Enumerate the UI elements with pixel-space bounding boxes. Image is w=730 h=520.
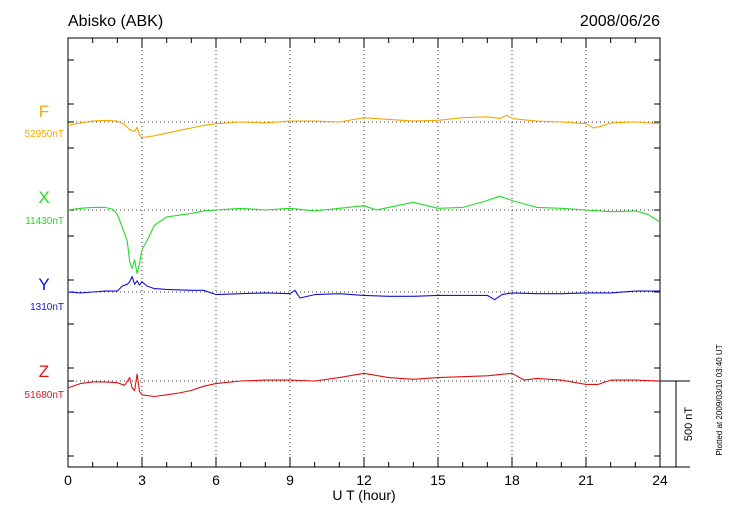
x-tick-label: 18 — [504, 472, 520, 488]
scale-bar: 500 nT — [660, 380, 695, 468]
x-tick-label: 0 — [64, 472, 72, 488]
grid-lines — [68, 38, 660, 467]
series-name-z: Z — [39, 362, 49, 381]
x-tick-label: 6 — [212, 472, 220, 488]
series-baseline-z: 51680nT — [25, 390, 64, 401]
series-line-z — [67, 372, 661, 398]
x-tick-label: 21 — [578, 472, 594, 488]
x-axis-label: U T (hour) — [332, 487, 395, 503]
station-title: Abisko (ABK) — [68, 13, 163, 30]
date-title: 2008/06/26 — [580, 13, 660, 30]
x-tick-label: 24 — [652, 472, 668, 488]
scale-bar-label: 500 nT — [683, 407, 695, 442]
series-line-y — [67, 275, 660, 301]
series-name-x: X — [38, 188, 49, 207]
x-tick-label: 15 — [430, 472, 446, 488]
series-labels: F 52950nT X 11430nT Y 1310nT Z 51680nT — [25, 102, 64, 401]
series-baseline-y: 1310nT — [30, 302, 64, 313]
x-tick-label: 12 — [356, 472, 372, 488]
x-tick-label: 3 — [138, 472, 146, 488]
series-name-f: F — [39, 102, 49, 121]
x-tick-label: 9 — [286, 472, 294, 488]
series-name-y: Y — [38, 275, 49, 294]
series-group — [67, 114, 661, 398]
plotted-at-note: Plotted at 2009/03/10 03:40 UT — [715, 344, 724, 455]
series-line-f — [67, 114, 661, 139]
series-baseline-f: 52950nT — [25, 129, 64, 140]
series-baseline-x: 11430nT — [25, 216, 64, 227]
axis-ticks: 0 3 6 9 12 15 18 21 24 — [64, 38, 668, 488]
series-line-x — [67, 195, 661, 275]
